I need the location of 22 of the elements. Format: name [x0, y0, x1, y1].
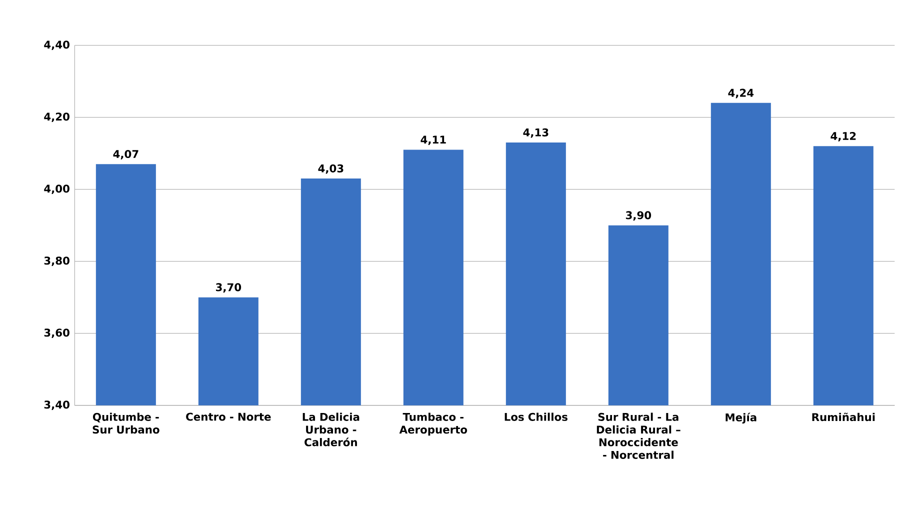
- data-label: 4,12: [830, 132, 856, 142]
- data-label: 3,90: [626, 211, 652, 221]
- data-label: 4,03: [318, 164, 344, 174]
- x-tick-label: Tumbaco - Aeropuerto: [399, 412, 468, 436]
- data-label: 4,13: [523, 128, 548, 138]
- x-tick-label: Rumiñahui: [812, 412, 875, 422]
- y-tick-label: 4,40: [44, 40, 70, 50]
- y-tick-label: 4,20: [44, 112, 70, 122]
- y-tick-label: 3,60: [44, 328, 70, 338]
- x-tick-label: La Delicia Urbano - Calderón: [302, 412, 360, 446]
- x-tick-label: Quitumbe - Sur Urbano: [92, 412, 160, 434]
- x-tick-label: Mejía: [726, 412, 756, 424]
- x-tick-label: Sur Rural - La Delicia Rural – Noroccidente - Norcentral: [596, 412, 680, 459]
- x-tick-label: Centro - Norte: [186, 412, 271, 421]
- data-label: 4,07: [113, 150, 138, 160]
- y-tick-label: 3,80: [44, 256, 70, 266]
- data-label: 4,24: [728, 88, 754, 98]
- x-tick-label: Los Chillos: [504, 412, 568, 421]
- y-tick-label: 3,40: [44, 400, 70, 410]
- y-tick-label: 4,00: [44, 184, 70, 194]
- data-label: 3,70: [216, 283, 242, 293]
- data-label: 4,11: [420, 136, 446, 145]
